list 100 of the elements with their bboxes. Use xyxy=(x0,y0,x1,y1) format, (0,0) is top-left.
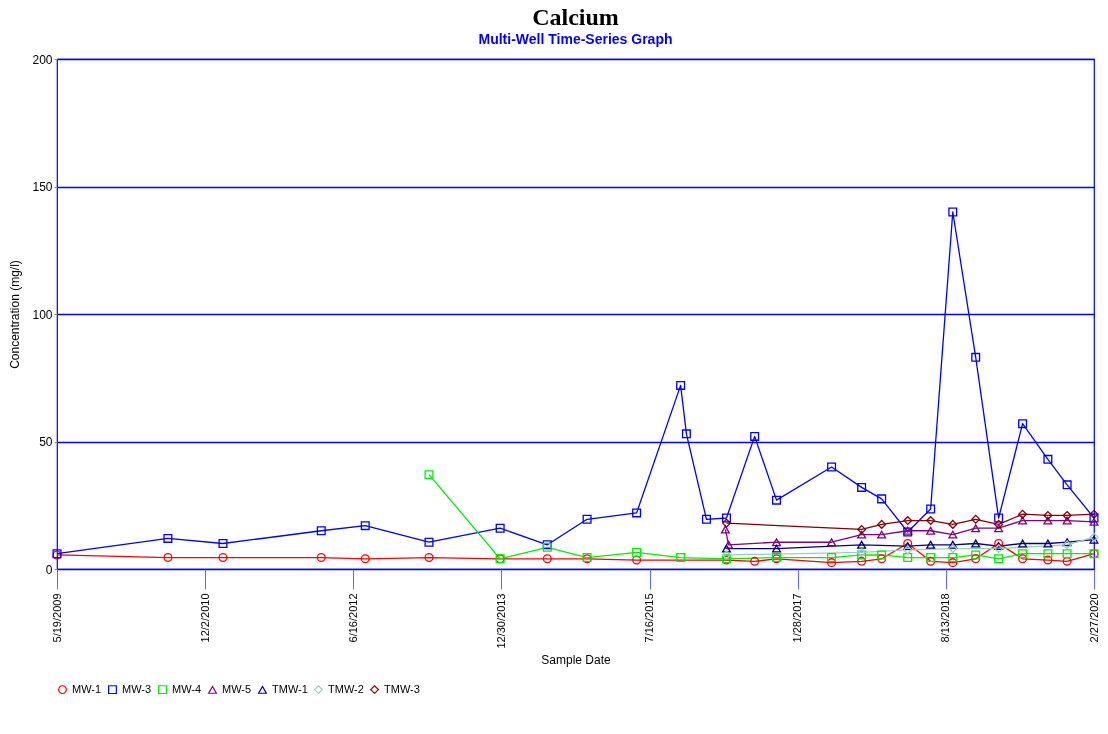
point xyxy=(926,540,936,549)
point xyxy=(877,554,887,564)
chart-title: Calcium xyxy=(532,4,619,30)
point xyxy=(903,516,913,526)
x-tick-label: 5/19/2009 xyxy=(50,593,63,643)
point xyxy=(1062,516,1072,525)
point xyxy=(948,553,958,563)
legend-label: MW-1 xyxy=(72,682,102,695)
point xyxy=(948,544,958,554)
point xyxy=(1018,549,1028,559)
point xyxy=(926,504,936,514)
point xyxy=(495,523,505,533)
point xyxy=(1018,554,1028,564)
point xyxy=(1062,480,1072,490)
point xyxy=(582,514,592,524)
point xyxy=(218,553,228,563)
point xyxy=(720,525,730,534)
point xyxy=(857,482,867,492)
point xyxy=(1043,454,1053,464)
point xyxy=(827,558,837,568)
point xyxy=(316,526,326,536)
point xyxy=(316,553,326,563)
point xyxy=(701,514,711,524)
point xyxy=(857,556,867,566)
point xyxy=(750,556,760,566)
point xyxy=(994,519,1004,529)
point xyxy=(948,540,958,549)
x-tick-label: 12/30/2013 xyxy=(494,593,507,649)
chart-subtitle: Multi-Well Time-Series Graph xyxy=(478,31,673,47)
point xyxy=(948,558,958,568)
point xyxy=(163,553,173,563)
point xyxy=(542,554,552,564)
legend-label: TMW-3 xyxy=(384,682,420,695)
point xyxy=(1062,549,1072,559)
point xyxy=(994,524,1004,533)
legend-label: MW-4 xyxy=(172,682,202,695)
point xyxy=(877,519,887,529)
point xyxy=(424,470,434,480)
point xyxy=(721,518,731,528)
point xyxy=(360,554,370,564)
point xyxy=(948,207,958,217)
point xyxy=(1018,516,1028,525)
point xyxy=(971,524,981,533)
point xyxy=(1062,556,1072,566)
y-tick-label: 50 xyxy=(39,435,53,449)
point xyxy=(948,519,958,529)
point xyxy=(772,538,782,547)
y-tick-label: 0 xyxy=(45,562,53,577)
point xyxy=(721,544,731,553)
y-tick-label: 150 xyxy=(32,180,53,194)
y-tick-label: 200 xyxy=(32,52,53,67)
point xyxy=(827,553,837,563)
point xyxy=(721,513,731,523)
point xyxy=(877,494,887,504)
x-axis-title: Sample Date xyxy=(541,652,612,667)
point xyxy=(1018,539,1028,548)
legend-label: MW-3 xyxy=(122,682,152,695)
point xyxy=(926,526,936,535)
point xyxy=(1018,509,1028,519)
point xyxy=(971,539,981,548)
y-axis-title: Concentration (mg/l) xyxy=(8,260,23,369)
point xyxy=(632,555,642,565)
x-tick-label: 6/16/2012 xyxy=(346,593,359,643)
point xyxy=(772,544,782,553)
y-tick-label: 100 xyxy=(32,307,53,322)
point xyxy=(877,530,887,539)
point xyxy=(857,540,867,549)
point xyxy=(724,540,734,549)
point xyxy=(971,554,981,564)
point xyxy=(360,521,370,531)
point xyxy=(857,530,867,539)
point xyxy=(1018,419,1028,429)
point xyxy=(1062,510,1072,520)
point xyxy=(632,508,642,518)
point xyxy=(857,524,867,534)
point xyxy=(877,550,887,560)
point xyxy=(903,553,913,563)
point xyxy=(971,352,981,362)
point xyxy=(676,553,686,563)
point xyxy=(163,533,173,543)
point xyxy=(827,462,837,472)
point xyxy=(926,516,936,526)
point xyxy=(424,553,434,563)
point xyxy=(676,380,686,390)
legend-label: MW-5 xyxy=(222,682,252,695)
point xyxy=(721,550,731,560)
x-tick-label: 8/13/2018 xyxy=(939,593,952,643)
x-tick-label: 12/2/2010 xyxy=(198,593,211,643)
point xyxy=(1043,549,1053,559)
point xyxy=(948,530,958,539)
point xyxy=(1043,539,1053,548)
point xyxy=(971,550,981,560)
legend-label: TMW-1 xyxy=(272,682,308,695)
point xyxy=(632,547,642,557)
point xyxy=(1089,509,1099,519)
point xyxy=(994,554,1004,564)
point xyxy=(218,538,228,549)
point xyxy=(1089,513,1099,523)
legend-label: TMW-2 xyxy=(328,682,364,695)
point xyxy=(1043,510,1053,520)
